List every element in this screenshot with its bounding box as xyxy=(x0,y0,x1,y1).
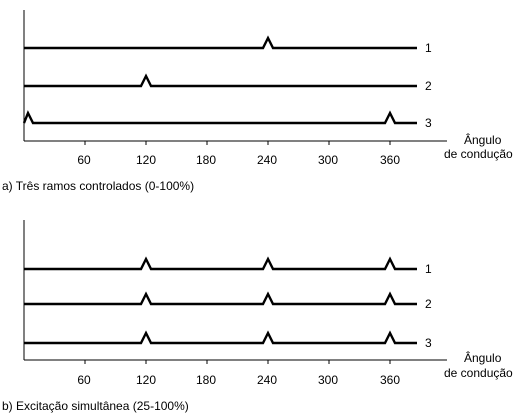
panel-a-axis-title-line1: Ângulo xyxy=(464,132,502,147)
panel-a-axes xyxy=(23,10,447,142)
panel-a: 60 120 180 240 300 360 Ângulo de conduçã… xyxy=(2,10,513,193)
panel-b-trace-label-2: 2 xyxy=(425,297,432,311)
panel-b-tick-label: 180 xyxy=(196,373,216,387)
panel-a-tick-label: 120 xyxy=(136,153,156,167)
panel-a-trace-label-3: 3 xyxy=(425,116,432,130)
panel-a-tick-label: 300 xyxy=(318,153,338,167)
panel-b-traces xyxy=(24,256,417,345)
panel-b-trace-1 xyxy=(24,256,417,271)
panel-b-tick-label: 60 xyxy=(77,373,91,387)
panel-b-trace-label-3: 3 xyxy=(425,336,432,350)
panel-a-tick-label: 180 xyxy=(196,153,216,167)
panel-a-trace-label-2: 2 xyxy=(425,79,432,93)
panel-a-trace-label-1: 1 xyxy=(425,41,432,55)
panel-a-tick-label: 360 xyxy=(380,153,400,167)
panel-b-trace-3 xyxy=(24,330,417,345)
panel-a-tick-marks xyxy=(84,141,391,145)
panel-b-trace-label-1: 1 xyxy=(425,262,432,276)
panel-a-tick-label: 60 xyxy=(77,153,91,167)
panel-b-axes xyxy=(23,220,447,361)
panel-b-axis-title-line1: Ângulo xyxy=(464,350,502,365)
panel-b-trace-2 xyxy=(24,291,417,306)
panel-a-axis-title-line2: de condução xyxy=(444,147,513,161)
panel-a-trace-3 xyxy=(22,110,417,125)
panel-b-caption: b) Excitação simultânea (25-100%) xyxy=(2,399,189,413)
panel-a-tick-labels: 60 120 180 240 300 360 xyxy=(77,153,400,167)
panel-b-tick-label: 300 xyxy=(318,373,338,387)
panel-a-tick-label: 240 xyxy=(257,153,277,167)
panel-a-caption: a) Três ramos controlados (0-100%) xyxy=(2,179,194,193)
panel-b: 60 120 180 240 300 360 Ângulo de conduçã… xyxy=(2,220,513,413)
panel-a-trace-2 xyxy=(24,73,417,88)
panel-b-tick-label: 240 xyxy=(257,373,277,387)
panel-a-traces xyxy=(22,35,417,125)
panel-a-trace-1 xyxy=(24,35,417,50)
panel-b-axis-title-line2: de condução xyxy=(444,366,513,380)
panel-b-tick-labels: 60 120 180 240 300 360 xyxy=(77,373,400,387)
panel-b-tick-marks xyxy=(84,360,391,364)
panel-b-tick-label: 120 xyxy=(136,373,156,387)
panel-b-tick-label: 360 xyxy=(380,373,400,387)
